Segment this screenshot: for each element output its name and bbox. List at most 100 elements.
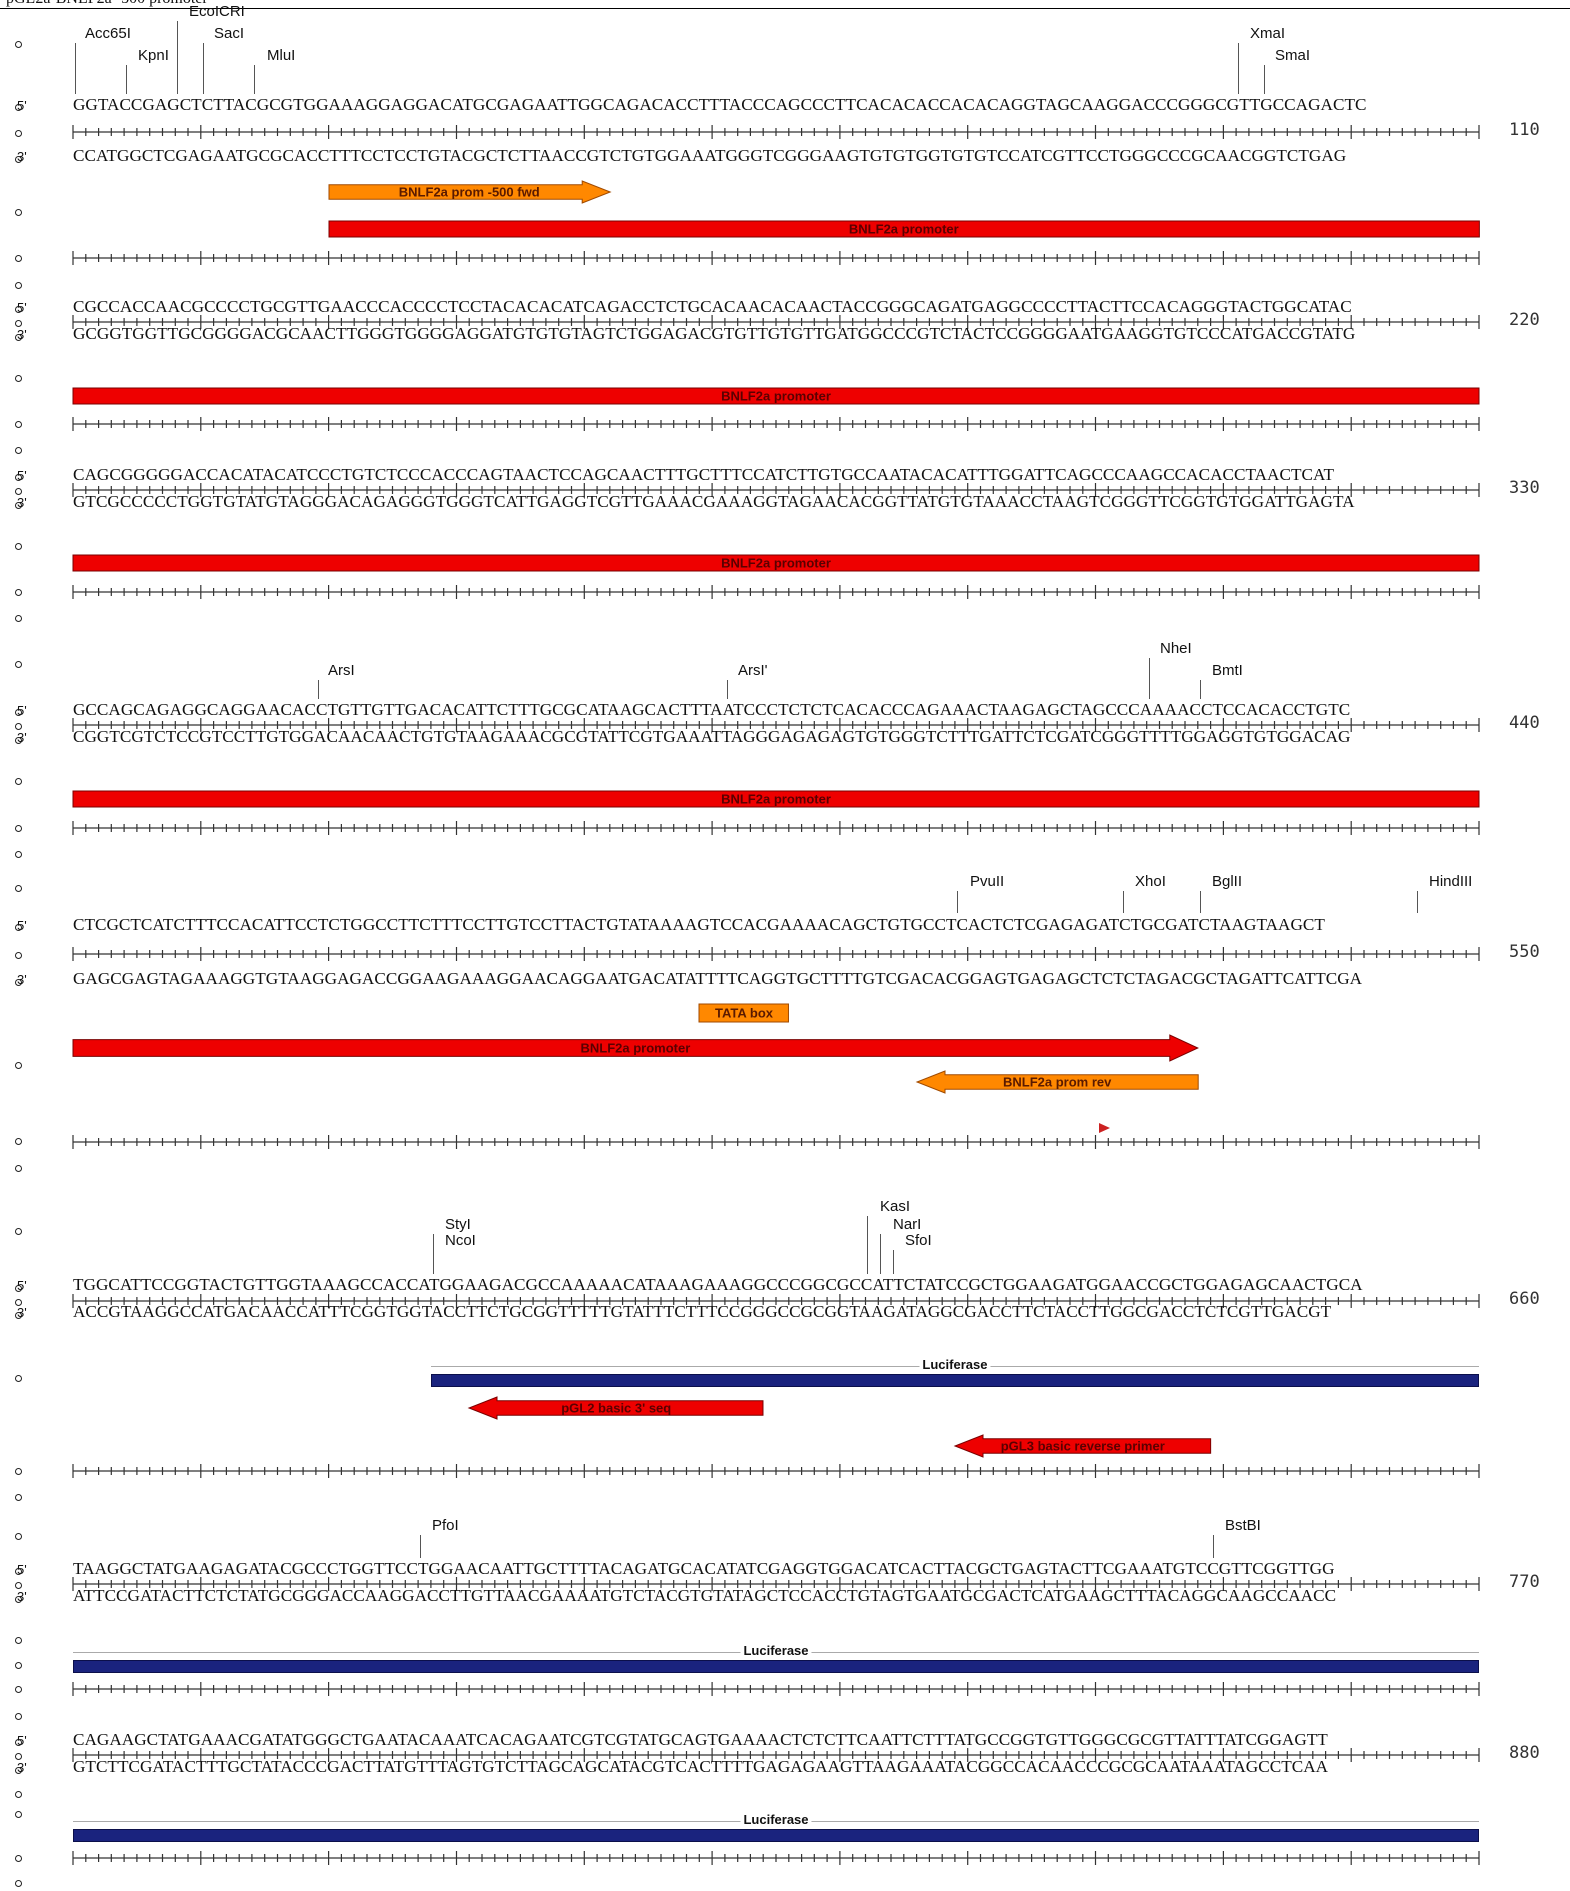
- feature-label: Luciferase: [740, 1812, 812, 1827]
- margin-bullet: [15, 1468, 22, 1475]
- margin-bullet: [15, 1299, 22, 1306]
- five-prime-label: 5': [17, 98, 27, 113]
- margin-bullet: [15, 474, 22, 481]
- restriction-site-tick: [880, 1234, 882, 1274]
- position-number: 220: [1509, 310, 1540, 330]
- restriction-site-label[interactable]: SfoI: [905, 1232, 932, 1249]
- margin-bullet: [15, 615, 22, 622]
- sequence-title: pGL2a-BNLF2a -500 promoter: [6, 0, 208, 8]
- feature-bar: [72, 554, 1480, 572]
- feature-ruler: [72, 417, 1480, 431]
- restriction-site-tick: [126, 65, 128, 94]
- margin-bullet: [15, 778, 22, 785]
- restriction-site-label[interactable]: HindIII: [1429, 873, 1473, 890]
- restriction-site-label[interactable]: EcoICRI: [189, 3, 245, 20]
- restriction-site-label[interactable]: StyI: [445, 1216, 471, 1233]
- feature-arrow: [467, 1396, 764, 1420]
- top-strand-sequence: GCCAGCAGAGGCAGGAACACCTGTTGTTGACACATTCTTT…: [73, 700, 1351, 719]
- restriction-site-label[interactable]: MluI: [267, 47, 296, 64]
- three-prime-label: 3': [17, 1305, 27, 1320]
- restriction-site-label[interactable]: XmaI: [1250, 25, 1286, 42]
- feature-promoter[interactable]: BNLF2a promoter: [71, 1034, 1200, 1062]
- restriction-site-label[interactable]: BmtI: [1212, 662, 1243, 679]
- position-number: 880: [1509, 1743, 1540, 1763]
- position-number: 770: [1509, 1572, 1540, 1592]
- feature-luciferase[interactable]: Luciferase: [71, 1643, 1481, 1673]
- feature-label: BNLF2a prom rev: [1003, 1074, 1112, 1090]
- feature-label: pGL3 basic reverse primer: [1000, 1438, 1165, 1454]
- top-strand-sequence: CGCCACCAACGCCCCTGCGTTGAACCCACCCCTCCTACAC…: [73, 297, 1352, 316]
- margin-bullet: [15, 1582, 22, 1589]
- top-strand-sequence: TAAGGCTATGAAGAGATACGCCCTGGTTCCTGGAACAATT…: [73, 1559, 1335, 1578]
- feature-arrow: [328, 180, 612, 204]
- restriction-site-tick: [432, 1250, 434, 1274]
- restriction-site-label[interactable]: Acc65I: [85, 25, 131, 42]
- feature-label: BNLF2a promoter: [721, 388, 831, 404]
- restriction-site-label[interactable]: KpnI: [138, 47, 169, 64]
- margin-bullet: [15, 1165, 22, 1172]
- five-prime-label: 5': [17, 918, 27, 933]
- strand-ruler: [72, 125, 1480, 139]
- feature-promoter[interactable]: BNLF2a promoter: [71, 387, 1481, 405]
- restriction-site-label[interactable]: BstBI: [1225, 1517, 1261, 1534]
- restriction-site-label[interactable]: SmaI: [1275, 47, 1311, 64]
- restriction-site-label[interactable]: SacI: [214, 25, 245, 42]
- strand-ruler: [72, 718, 1480, 732]
- five-prime-label: 5': [17, 1733, 27, 1748]
- margin-bullet: [15, 1228, 22, 1235]
- feature-promoter[interactable]: pGL2 basic 3' seq: [467, 1396, 765, 1420]
- feature-ruler: [72, 585, 1480, 599]
- feature-promoter[interactable]: pGL3 basic reverse primer: [953, 1434, 1213, 1458]
- feature-primer[interactable]: BNLF2a prom rev: [915, 1070, 1200, 1094]
- restriction-site-label[interactable]: NarI: [893, 1216, 922, 1233]
- restriction-site-label[interactable]: NheI: [1160, 640, 1192, 657]
- luciferase-bar: [73, 1660, 1479, 1673]
- restriction-site-label[interactable]: ArsI': [738, 662, 768, 679]
- restriction-site-label[interactable]: BglII: [1212, 873, 1243, 890]
- bottom-strand-sequence: ACCGTAAGGCCATGACAACCATTTCGGTGGTACCTTCTGC…: [73, 1302, 1332, 1321]
- feature-label: Luciferase: [919, 1357, 991, 1372]
- margin-bullet: [15, 851, 22, 858]
- margin-bullet: [15, 979, 22, 986]
- feature-promoter[interactable]: BNLF2a promoter: [327, 220, 1481, 238]
- margin-bullet: [15, 255, 22, 262]
- feature-bar: [72, 790, 1480, 808]
- margin-bullet: [15, 502, 22, 509]
- margin-bullet: [15, 543, 22, 550]
- feature-label: BNLF2a prom -500 fwd: [398, 184, 540, 200]
- restriction-site-label[interactable]: ArsI: [328, 662, 355, 679]
- feature-ruler: [72, 1135, 1480, 1149]
- position-number: 110: [1509, 120, 1540, 140]
- restriction-site-label[interactable]: KasI: [880, 1198, 911, 1215]
- margin-bullet: [15, 1767, 22, 1774]
- position-number: 330: [1509, 478, 1540, 498]
- feature-luciferase[interactable]: Luciferase: [429, 1357, 1481, 1387]
- feature-primer[interactable]: BNLF2a prom -500 fwd: [327, 180, 612, 204]
- feature-promoter[interactable]: BNLF2a promoter: [71, 554, 1481, 572]
- restriction-site-label[interactable]: NcoI: [445, 1232, 476, 1249]
- top-strand-sequence: TGGCATTCCGGTACTGTTGGTAAAGCCACCATGGAAGACG…: [73, 1275, 1363, 1294]
- strand-ruler: [72, 947, 1480, 961]
- restriction-site-label[interactable]: XhoI: [1135, 873, 1166, 890]
- three-prime-label: 3': [17, 495, 27, 510]
- feature-luciferase[interactable]: Luciferase: [71, 1812, 1481, 1842]
- margin-bullet: [15, 1494, 22, 1501]
- bottom-strand-sequence: GTCTTCGATACTTTGCTATACCCGACTTATGTTTAGTGTC…: [73, 1757, 1329, 1776]
- small-marker-arrow: [1099, 1123, 1110, 1133]
- margin-bullet: [15, 825, 22, 832]
- three-prime-label: 3': [17, 327, 27, 342]
- bottom-strand-sequence: CCATGGCTCGAGAATGCGCACCTTTCCTCCTGTACGCTCT…: [73, 146, 1347, 165]
- restriction-site-tick: [177, 21, 179, 94]
- top-strand-sequence: CAGCGGGGGACCACATACATCCCTGTCTCCCACCCAGTAA…: [73, 465, 1335, 484]
- feature-label: Luciferase: [740, 1643, 812, 1658]
- five-prime-label: 5': [17, 468, 27, 483]
- bottom-strand-sequence: GAGCGAGTAGAAAGGTGTAAGGAGACCGGAAGAAAGGAAC…: [73, 969, 1363, 988]
- feature-primer[interactable]: TATA box: [697, 1003, 790, 1023]
- feature-promoter[interactable]: BNLF2a promoter: [71, 790, 1481, 808]
- restriction-site-label[interactable]: PvuII: [970, 873, 1005, 890]
- margin-bullet: [15, 421, 22, 428]
- five-prime-label: 5': [17, 703, 27, 718]
- margin-bullet: [15, 282, 22, 289]
- restriction-site-label[interactable]: PfoI: [432, 1517, 459, 1534]
- margin-bullet: [15, 1880, 22, 1887]
